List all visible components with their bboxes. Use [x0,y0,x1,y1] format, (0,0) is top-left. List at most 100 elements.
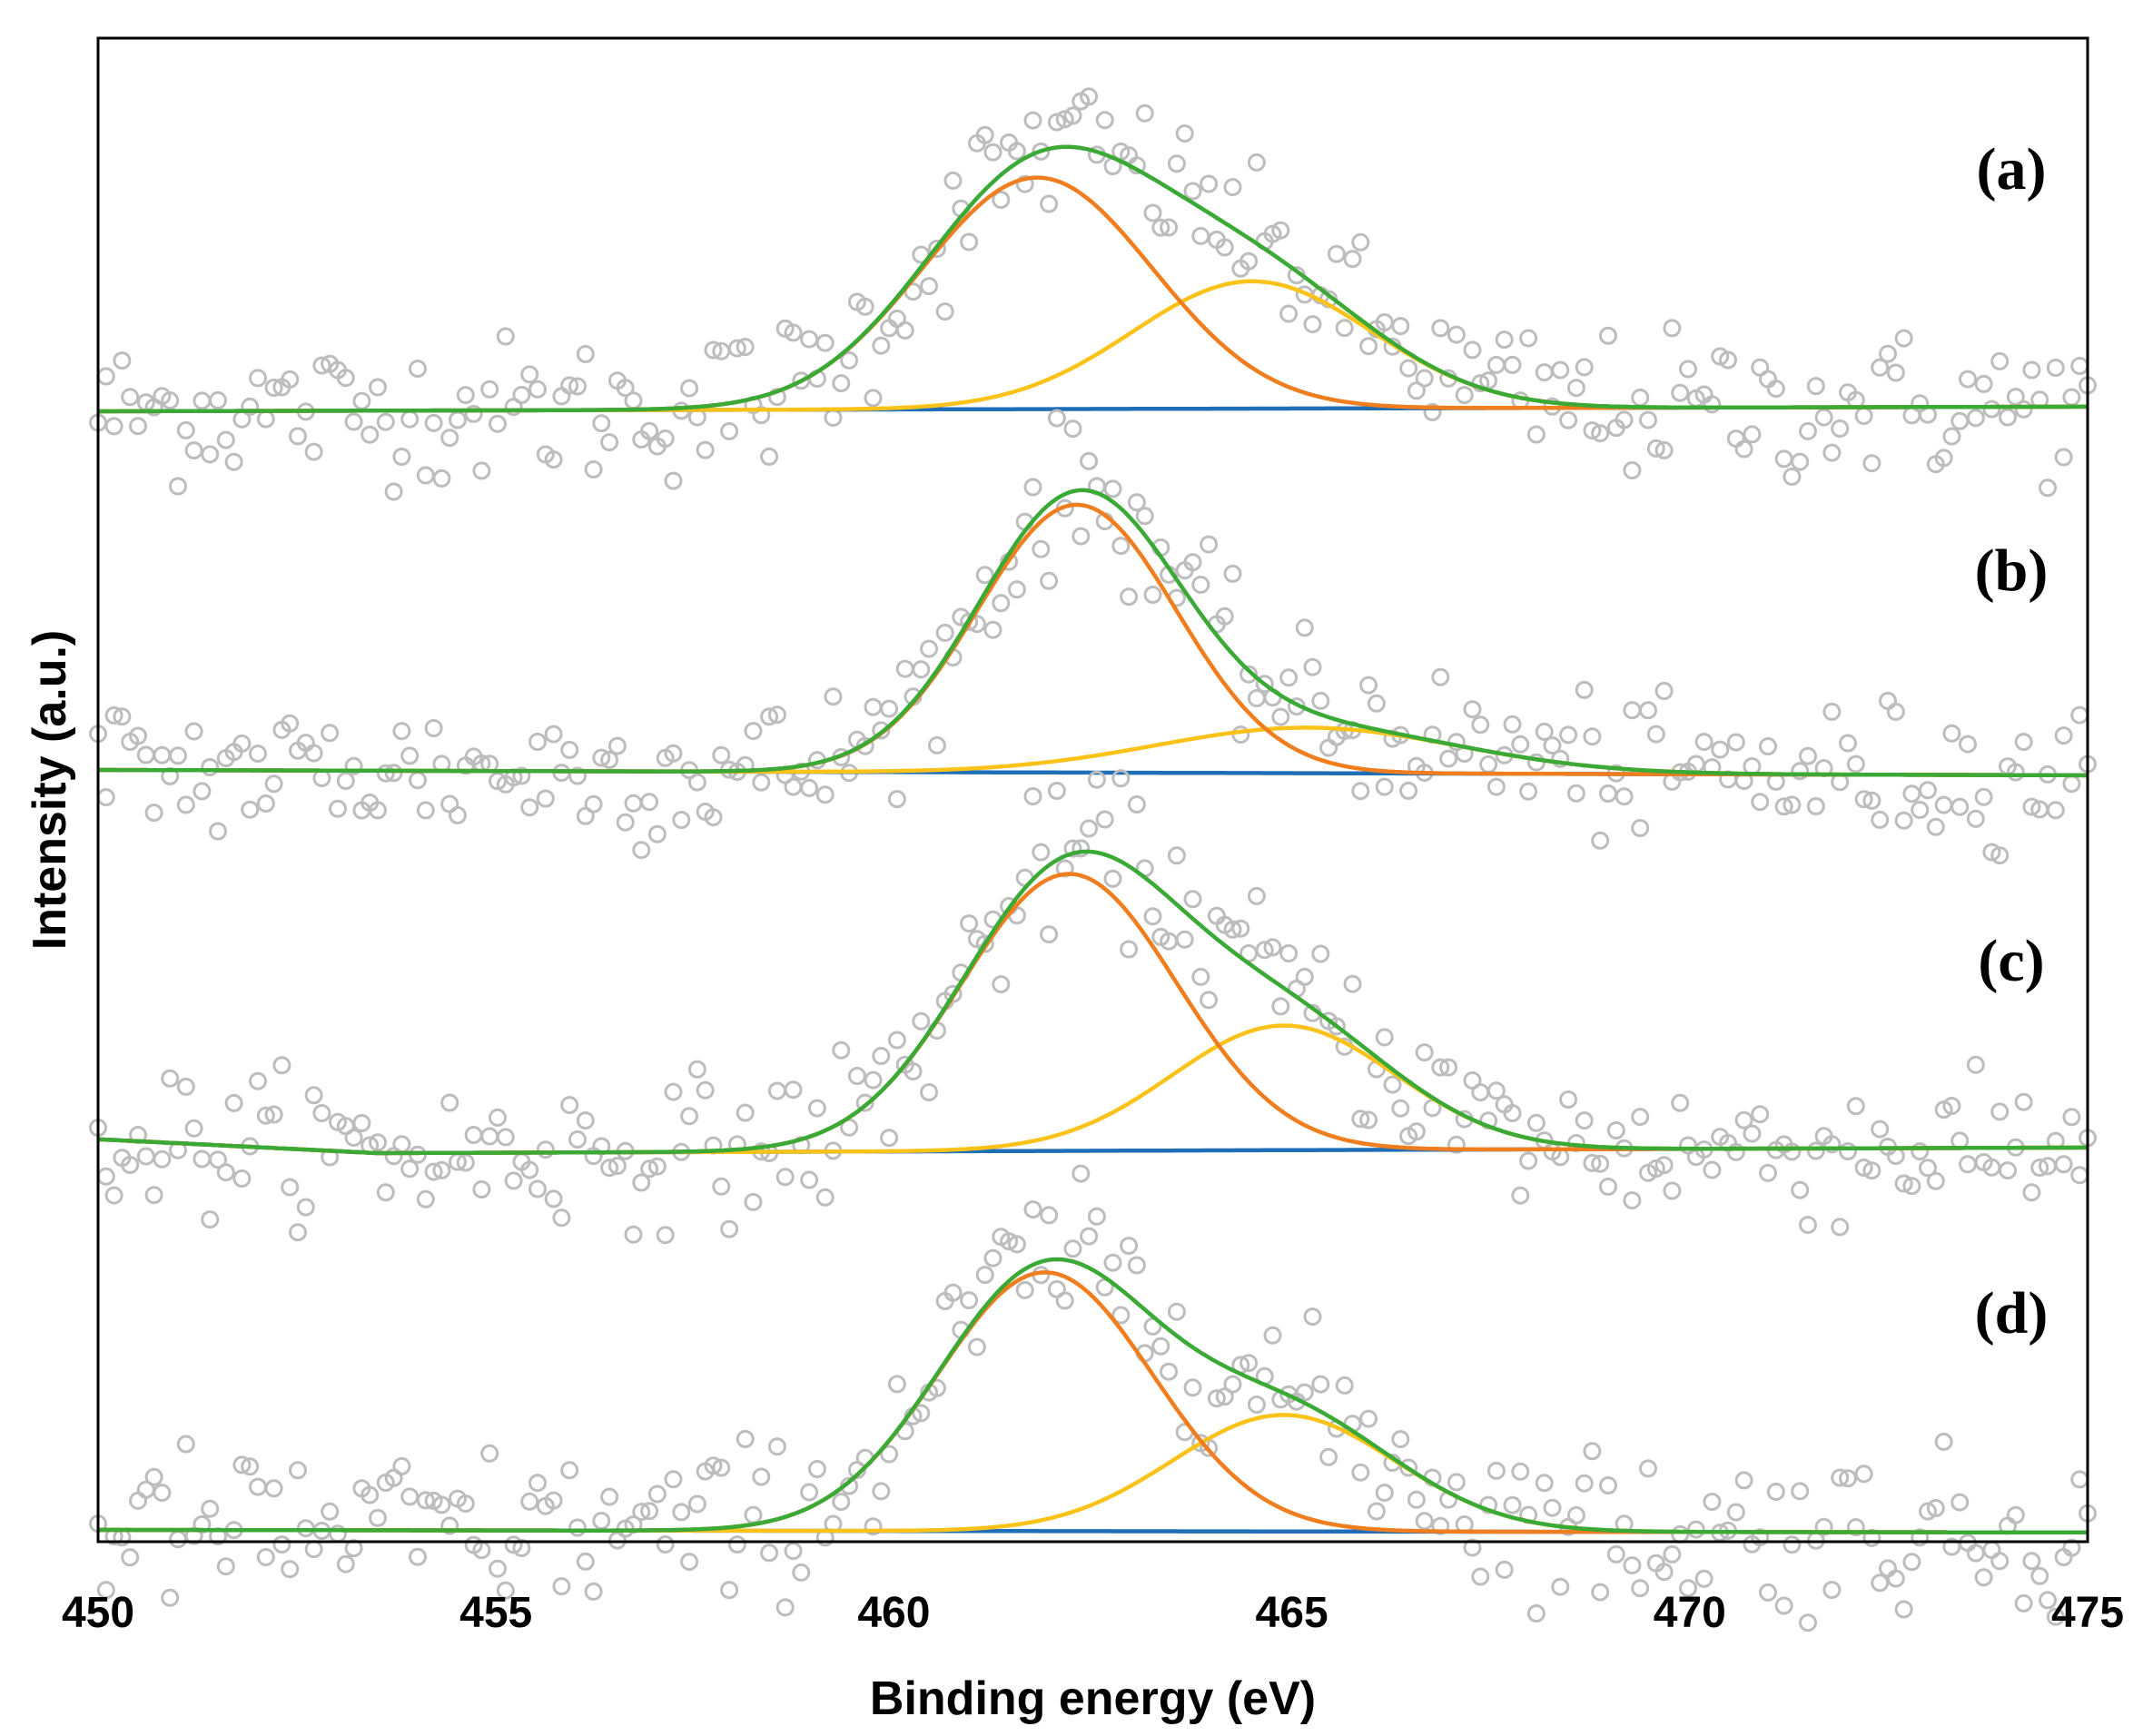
data-point [1063,1239,1082,1258]
data-point [1886,363,1905,382]
data-point [784,323,803,342]
data-point [975,1266,994,1285]
data-point [600,433,619,452]
data-point [1783,795,1802,814]
data-point [144,1186,163,1205]
data-point [640,1502,659,1521]
data-point [1143,907,1162,926]
data-point [1087,1207,1106,1226]
data-point [1942,1537,1961,1556]
data-point [864,1070,883,1090]
data-point [520,365,539,384]
data-point [1886,702,1905,721]
data-point [800,778,819,797]
data-point [1719,350,1737,370]
data-point [832,1041,851,1060]
data-point [392,448,411,466]
data-point [1942,427,1961,446]
data-point [592,414,611,433]
data-point [424,719,443,737]
data-point [161,1588,180,1607]
data-point [440,429,459,448]
data-point [1726,733,1745,752]
data-point [1774,797,1793,816]
panel-c: (c) [89,769,2097,1245]
data-point [1032,843,1051,862]
data-point [344,1129,363,1148]
data-point [752,773,771,792]
data-point [1511,735,1530,754]
data-point [1806,377,1825,396]
data-point [1551,1577,1570,1596]
data-point [264,1479,283,1498]
data-point [504,1171,523,1190]
data-point [744,1192,763,1211]
data-point [1223,564,1242,583]
data-point [129,726,147,745]
data-point [1000,1232,1019,1251]
data-point [1526,1113,1546,1132]
data-point [880,699,899,718]
data-point [1080,1227,1099,1246]
data-point [1120,587,1139,607]
data-point [1239,1354,1259,1373]
data-point [1343,974,1362,993]
data-point [1511,1186,1530,1205]
data-point [409,360,427,379]
data-point [1463,700,1482,719]
data-point [1279,944,1299,962]
data-point [2014,1593,2033,1613]
data-point [1526,425,1546,444]
data-point [1055,1291,1074,1310]
data-point [384,482,403,501]
data-point [304,744,323,763]
data-point [1759,737,1777,755]
x-tick-label: 460 [857,1589,930,1637]
data-point [392,722,411,741]
data-point [1806,1141,1825,1160]
data-point [1120,1237,1139,1256]
data-point [912,1011,931,1031]
data-point [1806,797,1825,815]
data-point [1646,439,1665,458]
data-point [1167,1302,1186,1321]
data-point [1734,439,1753,459]
data-point [1766,1483,1785,1501]
data-point [800,1483,819,1502]
data-point [1391,317,1410,336]
panel-label: (a) [1977,136,2047,202]
data-point [920,277,939,296]
data-point [1032,142,1051,161]
data-point [1200,174,1219,193]
data-point [784,1542,803,1561]
data-point [1383,1075,1402,1094]
data-point [1623,461,1642,479]
data-point [1007,142,1026,161]
data-point [1351,782,1370,801]
data-point [1223,178,1242,197]
data-point [256,1548,275,1566]
data-point [912,660,931,679]
data-point [369,801,387,820]
data-point [960,914,979,933]
data-point [1343,250,1362,269]
data-point [1399,781,1418,800]
data-point [1063,106,1082,125]
envelope-curve [98,1257,2088,1535]
data-point [983,143,1002,162]
data-point [1407,1490,1426,1509]
data-point [1783,468,1802,486]
data-point [1551,749,1570,768]
data-point [864,389,883,408]
data-point [1431,319,1450,338]
data-point [1751,1105,1770,1124]
data-point [1926,817,1945,836]
data-point [1095,810,1114,829]
data-point [432,1160,451,1179]
data-point [232,1169,252,1188]
data-point [1103,1253,1122,1272]
data-point [1606,1544,1625,1563]
data-point [576,1552,595,1571]
data-point [1511,1462,1530,1481]
data-point [584,794,603,814]
